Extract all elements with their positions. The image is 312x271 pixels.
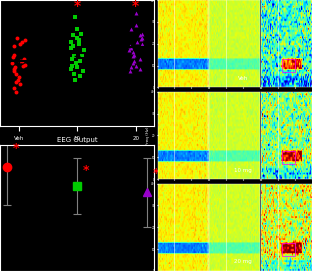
Point: [129, 46, 134, 50]
Point: [10, 55, 15, 59]
Point: [19, 40, 24, 44]
Point: [17, 41, 22, 46]
Point: [12, 67, 17, 71]
Point: [76, 38, 81, 43]
Point: [74, 61, 79, 65]
Text: *: *: [13, 142, 19, 154]
Point: [130, 61, 135, 65]
Point: [77, 58, 82, 63]
Point: [21, 57, 26, 61]
Bar: [281, 59, 295, 72]
Point: [131, 50, 136, 54]
Point: [22, 38, 27, 43]
Point: [140, 31, 145, 36]
Text: 20 mg: 20 mg: [234, 259, 252, 264]
Point: [129, 27, 134, 32]
Point: [130, 54, 135, 59]
Point: [9, 61, 14, 65]
Point: [68, 67, 73, 71]
Point: [138, 67, 143, 71]
Point: [139, 36, 144, 40]
Text: 10 mg: 10 mg: [234, 168, 252, 173]
Point: [134, 63, 139, 68]
Point: [17, 75, 22, 79]
Point: [134, 23, 139, 27]
Point: [71, 33, 76, 37]
Point: [12, 65, 17, 69]
Point: [79, 53, 84, 57]
Text: *: *: [153, 167, 159, 180]
Point: [139, 41, 144, 46]
Point: [14, 36, 19, 40]
Point: [73, 15, 78, 19]
Point: [79, 31, 84, 36]
Point: [68, 40, 73, 44]
Text: *: *: [83, 164, 89, 177]
Y-axis label: Freq (Hz): Freq (Hz): [146, 126, 150, 145]
Point: [139, 37, 144, 42]
Point: [12, 53, 17, 57]
Point: [69, 46, 74, 50]
Point: [13, 80, 18, 85]
Text: *: *: [74, 0, 81, 13]
Point: [131, 58, 136, 63]
Point: [19, 59, 24, 63]
Point: [13, 72, 18, 76]
Point: [77, 73, 82, 78]
Point: [18, 82, 23, 86]
Text: Veh: Veh: [238, 76, 248, 81]
Point: [11, 86, 16, 91]
Point: [134, 40, 139, 44]
Point: [75, 65, 80, 69]
Point: [128, 65, 133, 69]
Point: [72, 54, 77, 59]
Point: [13, 90, 18, 95]
Point: [72, 78, 77, 82]
X-axis label: Amphetamine (mg): Amphetamine (mg): [46, 146, 108, 151]
Point: [69, 57, 74, 61]
Point: [81, 48, 86, 53]
Point: [70, 44, 75, 49]
Point: [127, 48, 132, 53]
Point: [76, 41, 81, 46]
Point: [71, 72, 76, 76]
Bar: [281, 243, 295, 256]
Point: [132, 53, 137, 57]
Point: [134, 11, 139, 15]
Text: *: *: [132, 0, 139, 13]
Point: [15, 78, 20, 82]
Title: EEG Output: EEG Output: [57, 137, 98, 143]
Point: [23, 63, 28, 67]
Point: [80, 69, 85, 74]
Point: [75, 36, 80, 40]
Point: [81, 50, 86, 54]
Point: [18, 58, 23, 63]
Point: [12, 69, 17, 74]
Point: [138, 57, 143, 61]
Point: [137, 33, 142, 37]
Bar: [281, 151, 295, 164]
Point: [128, 44, 133, 49]
Point: [127, 69, 132, 74]
Point: [21, 63, 26, 68]
Point: [74, 27, 79, 32]
Point: [12, 44, 17, 49]
Point: [70, 63, 75, 68]
